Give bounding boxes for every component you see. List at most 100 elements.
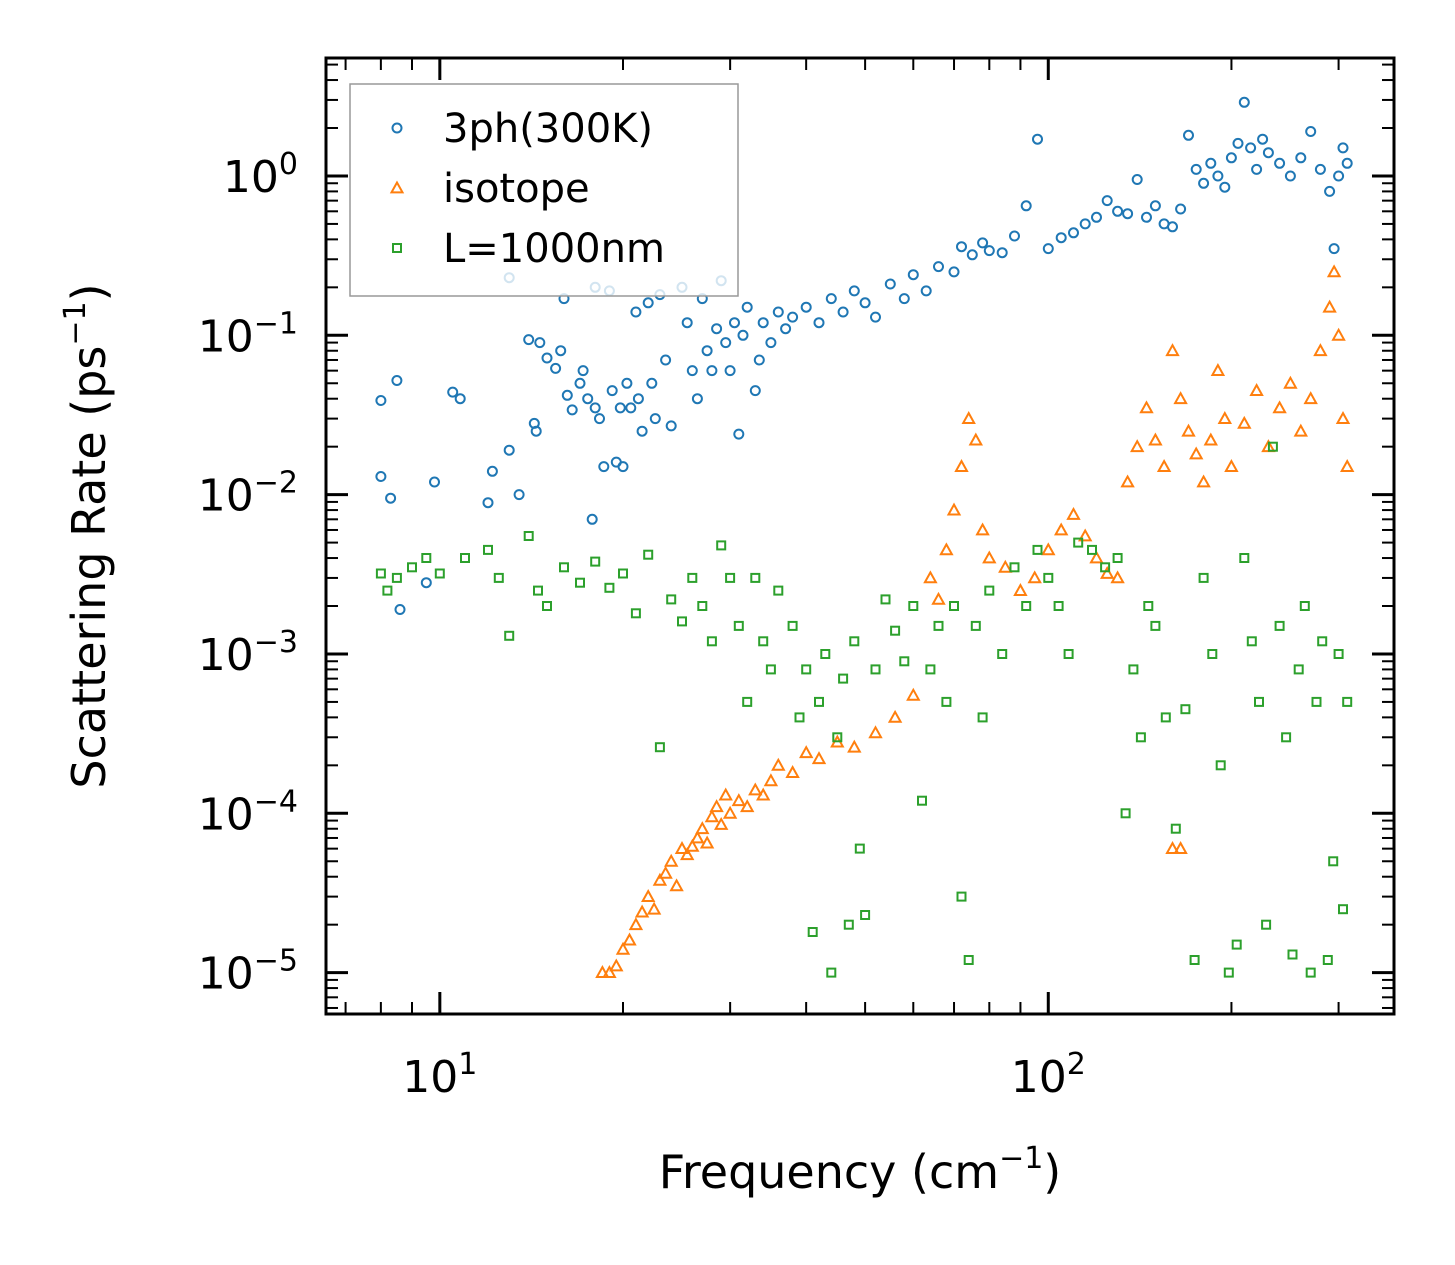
data-point — [687, 572, 698, 583]
data-point — [763, 773, 779, 787]
data-point — [949, 601, 959, 611]
data-point — [1130, 439, 1145, 453]
data-point — [925, 664, 936, 675]
data-point — [757, 317, 769, 329]
data-point — [628, 917, 644, 931]
data-point — [382, 585, 393, 596]
data-point — [1238, 96, 1250, 108]
data-point — [1223, 967, 1234, 978]
data-point — [590, 556, 601, 567]
data-point — [375, 395, 387, 406]
data-point — [884, 278, 896, 290]
data-point — [765, 337, 777, 349]
legend-marker-circle — [391, 122, 403, 134]
data-point — [690, 830, 705, 844]
y-tick-label: 10−1 — [198, 306, 298, 362]
data-point — [695, 821, 710, 835]
data-point — [847, 739, 862, 753]
data-point — [1314, 163, 1326, 175]
data-point — [493, 572, 504, 583]
data-point — [1232, 137, 1244, 149]
data-point — [714, 816, 729, 830]
data-point — [899, 656, 910, 667]
data-point — [720, 337, 732, 349]
data-point — [1267, 441, 1278, 452]
data-point — [837, 306, 849, 318]
data-point — [1156, 459, 1172, 472]
legend-label: 3ph(300K) — [443, 106, 653, 152]
data-point — [1251, 163, 1263, 175]
data-point — [1122, 208, 1134, 220]
data-point — [630, 306, 642, 318]
data-point — [1224, 459, 1239, 472]
data-point — [1183, 129, 1194, 141]
data-point — [756, 787, 771, 801]
data-point — [1207, 649, 1218, 659]
data-point — [890, 625, 901, 636]
data-point — [787, 620, 798, 631]
data-point — [686, 365, 698, 377]
data-point — [975, 522, 990, 536]
data-point — [1009, 230, 1020, 242]
data-point — [906, 687, 921, 701]
data-point — [742, 696, 753, 707]
data-point — [907, 269, 919, 281]
data-point — [838, 673, 849, 684]
data-point — [923, 570, 938, 584]
data-point — [1110, 570, 1125, 584]
data-point — [550, 362, 562, 374]
data-point — [832, 732, 843, 743]
data-point — [799, 745, 814, 759]
data-point — [1274, 620, 1285, 631]
data-point — [1009, 562, 1020, 573]
data-point — [697, 601, 708, 611]
data-point — [606, 385, 618, 397]
data-point — [820, 649, 831, 659]
plot-frame — [324, 56, 1396, 1016]
data-point — [1165, 841, 1180, 854]
data-point — [722, 805, 738, 819]
data-point — [946, 502, 962, 516]
data-point — [1324, 185, 1336, 197]
data-point — [598, 461, 610, 473]
data-point — [559, 562, 569, 573]
y-tick-label: 100 — [223, 147, 298, 203]
data-point — [1328, 856, 1339, 867]
data-point — [1198, 177, 1210, 189]
data-point — [1148, 432, 1163, 446]
data-point — [1335, 411, 1351, 424]
data-point — [765, 664, 776, 675]
data-point — [513, 489, 525, 501]
data-point — [1043, 572, 1054, 583]
data-point — [523, 334, 535, 346]
data-point — [931, 591, 946, 605]
data-point — [860, 910, 871, 920]
data-point — [654, 742, 665, 753]
data-point — [652, 872, 668, 886]
data-point — [859, 297, 871, 309]
data-point — [1101, 195, 1113, 207]
data-point — [664, 853, 679, 867]
data-point — [704, 809, 720, 823]
data-point — [870, 311, 881, 323]
data-point — [811, 751, 827, 765]
data-point — [729, 317, 740, 329]
data-point — [1212, 170, 1224, 182]
data-point — [699, 835, 715, 849]
data-point — [615, 941, 631, 955]
data-point — [1257, 133, 1269, 145]
data-point — [658, 865, 673, 879]
ticks-layer — [326, 58, 1394, 1014]
data-point — [1295, 152, 1307, 164]
data-point — [621, 377, 633, 389]
data-point — [801, 664, 812, 675]
data-point — [618, 568, 628, 579]
data-point — [385, 492, 397, 504]
data-point — [718, 787, 733, 801]
data-point — [1326, 264, 1342, 278]
data-point — [1284, 170, 1296, 182]
data-point — [968, 432, 983, 446]
data-point — [1091, 211, 1102, 223]
data-point — [1217, 411, 1232, 424]
data-point — [1254, 696, 1264, 707]
